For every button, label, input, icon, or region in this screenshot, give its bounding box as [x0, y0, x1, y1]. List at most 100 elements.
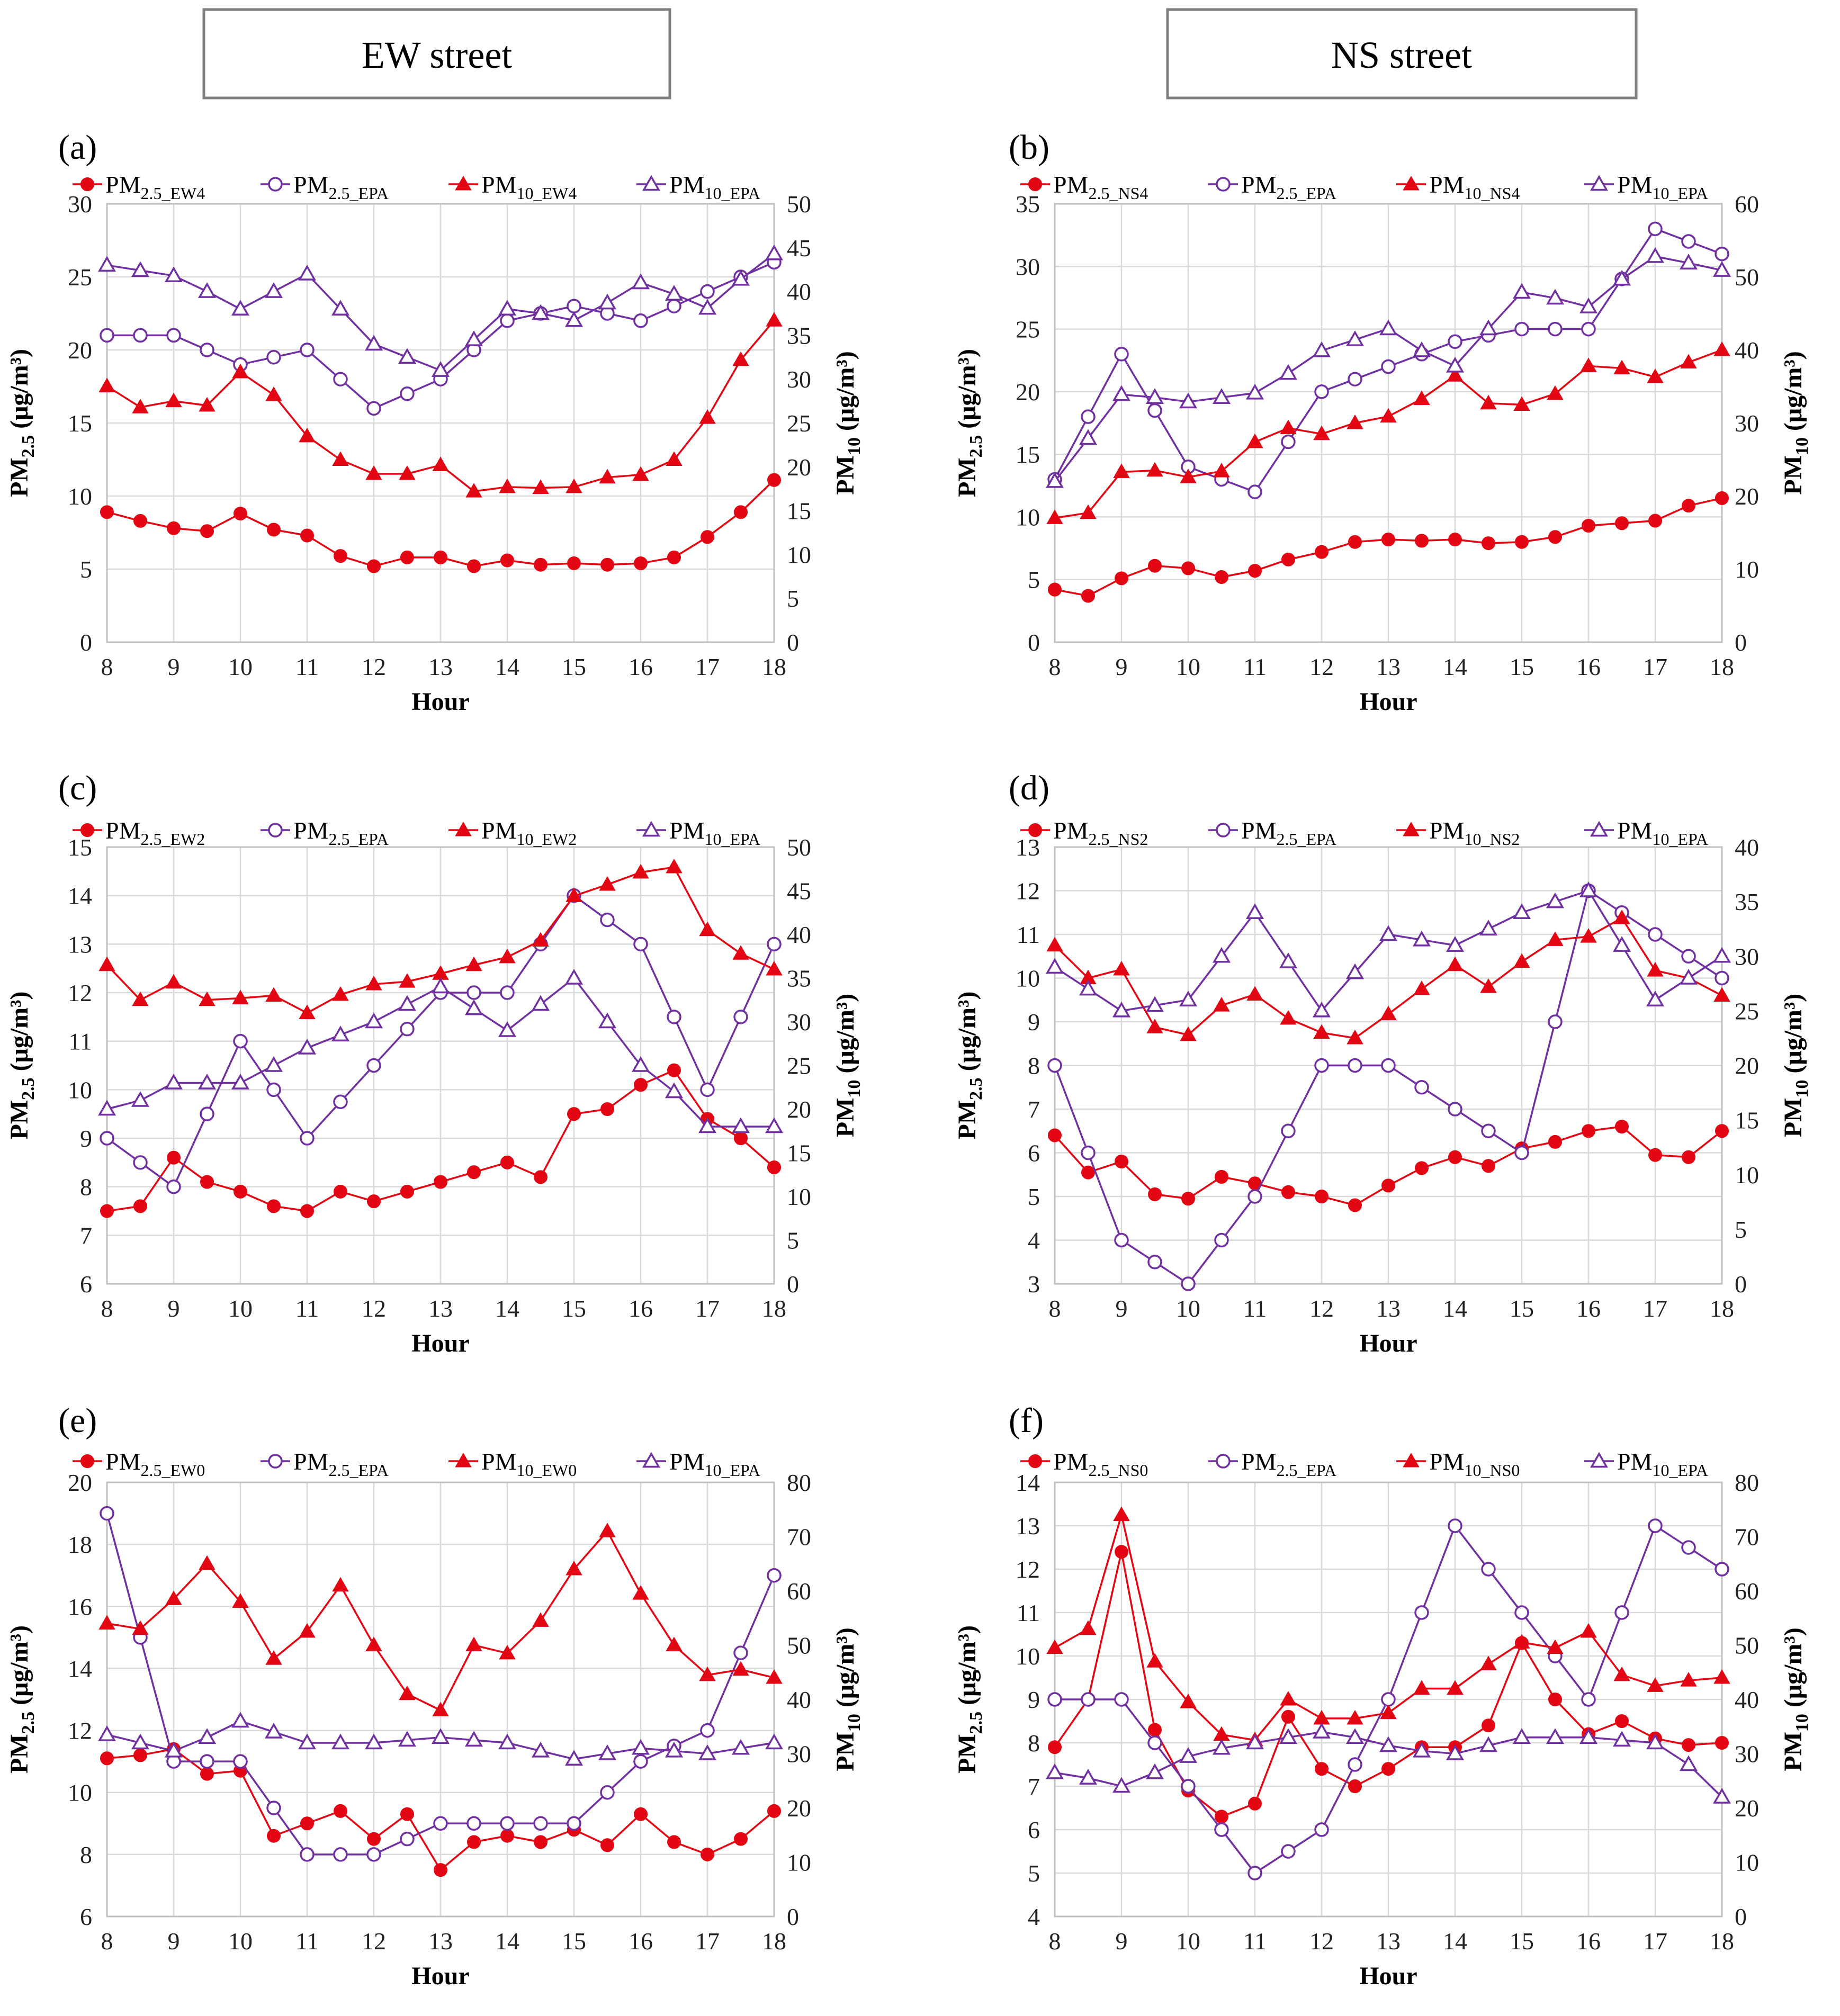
data-point — [1347, 1709, 1363, 1725]
y-left-tick-label: 20 — [68, 337, 92, 364]
data-point — [731, 269, 750, 286]
data-point — [1513, 1634, 1530, 1649]
data-point — [599, 1523, 616, 1537]
data-point — [1212, 947, 1231, 963]
data-point — [365, 1636, 382, 1651]
x-tick-label: 11 — [1243, 1928, 1267, 1955]
x-tick-label: 17 — [695, 1928, 720, 1955]
data-point — [531, 995, 550, 1011]
data-point — [1081, 589, 1095, 603]
data-point — [1381, 1692, 1396, 1707]
data-point — [1215, 570, 1228, 584]
data-point — [1081, 1165, 1095, 1180]
data-point — [97, 1725, 116, 1741]
data-point — [1247, 484, 1262, 499]
data-point — [1046, 509, 1063, 524]
data-point — [300, 528, 314, 543]
data-point — [700, 1723, 715, 1738]
y-left-tick-label: 20 — [1016, 379, 1040, 406]
data-point — [1080, 1620, 1097, 1635]
data-point — [467, 1835, 481, 1849]
data-point — [1380, 1005, 1397, 1021]
data-point — [700, 284, 715, 299]
x-tick-label: 16 — [629, 1295, 653, 1322]
x-tick-label: 10 — [1176, 1928, 1200, 1955]
y-right-tick-label: 20 — [1735, 1052, 1759, 1079]
series-PM10_EPA — [97, 1712, 784, 1766]
data-point — [1479, 319, 1498, 336]
data-point — [1548, 321, 1563, 337]
legend-entry: PM10_NS2 — [1396, 817, 1520, 849]
data-point — [434, 1175, 447, 1189]
data-point — [1215, 1169, 1228, 1184]
legend-label: PM10_EPA — [669, 1448, 760, 1480]
x-tick-label: 10 — [228, 1295, 253, 1322]
y-right-tick-label: 10 — [787, 541, 811, 568]
y-left-tick-label: 14 — [68, 883, 92, 910]
data-point — [133, 1155, 148, 1170]
data-point — [1479, 920, 1498, 935]
data-point — [1348, 372, 1362, 386]
data-point — [266, 1801, 281, 1815]
data-point — [166, 328, 181, 343]
legend-marker — [268, 177, 283, 192]
data-point — [1581, 1692, 1596, 1707]
x-tick-label: 15 — [1510, 653, 1534, 680]
data-point — [1481, 1123, 1496, 1138]
x-tick-label: 11 — [295, 653, 319, 680]
data-point — [400, 386, 415, 401]
data-point — [634, 1078, 648, 1092]
data-point — [366, 1058, 381, 1073]
data-point — [100, 505, 114, 519]
y-left-tick-label: 4 — [1028, 1227, 1040, 1254]
legend-entry: PM2.5_NS0 — [1020, 1448, 1148, 1480]
data-point — [97, 1100, 116, 1116]
legend-marker — [1590, 175, 1609, 191]
data-point — [1682, 1150, 1695, 1164]
data-point — [434, 1863, 447, 1877]
data-point — [599, 469, 616, 484]
data-point — [1514, 321, 1529, 337]
y-left-tick-label: 10 — [68, 1779, 92, 1806]
data-point — [1446, 356, 1465, 373]
data-point — [567, 1816, 581, 1831]
data-point — [1113, 463, 1130, 478]
y-right-tick-label: 0 — [1735, 1271, 1747, 1298]
y-right-tick-label: 10 — [787, 1183, 811, 1210]
y-right-tick-label: 80 — [1735, 1469, 1759, 1496]
data-point — [533, 1816, 548, 1831]
data-point — [1448, 1102, 1462, 1117]
plot-frame — [106, 1481, 775, 1918]
data-point — [231, 1712, 250, 1728]
data-point — [1413, 980, 1430, 995]
y-left-tick-label: 10 — [1016, 1643, 1040, 1670]
data-point — [1548, 1014, 1563, 1029]
data-point — [1579, 298, 1598, 313]
data-point — [1046, 937, 1063, 952]
series-PM10_EW2 — [98, 858, 783, 1019]
y-left-axis-title: PM2.5 (μg/m³) — [5, 1625, 38, 1774]
data-point — [1379, 319, 1398, 336]
data-point — [464, 330, 483, 346]
x-tick-label: 16 — [629, 1928, 653, 1955]
x-axis-title: Hour — [1359, 1329, 1417, 1357]
data-point — [698, 1744, 717, 1760]
data-point — [1712, 261, 1731, 277]
data-point — [1146, 462, 1163, 477]
y-left-tick-label: 9 — [1028, 1009, 1040, 1036]
data-point — [566, 478, 582, 493]
x-tick-label: 15 — [562, 1295, 586, 1322]
legend-label: PM2.5_EPA — [1241, 817, 1336, 849]
data-point — [1580, 1623, 1597, 1638]
data-point — [1682, 1738, 1695, 1752]
data-point — [234, 507, 247, 521]
y-right-tick-label: 0 — [1735, 629, 1747, 656]
data-point — [1179, 991, 1198, 1006]
legend-marker — [80, 1454, 94, 1468]
series-PM2.5_EW4 — [100, 473, 781, 573]
data-point — [632, 1585, 649, 1600]
y-left-tick-label: 8 — [80, 1174, 92, 1201]
data-point — [133, 328, 148, 343]
x-tick-label: 8 — [101, 653, 113, 680]
data-point — [200, 343, 214, 357]
